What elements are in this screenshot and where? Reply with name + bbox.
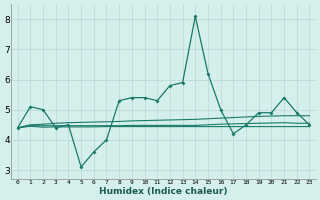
X-axis label: Humidex (Indice chaleur): Humidex (Indice chaleur) — [99, 187, 228, 196]
